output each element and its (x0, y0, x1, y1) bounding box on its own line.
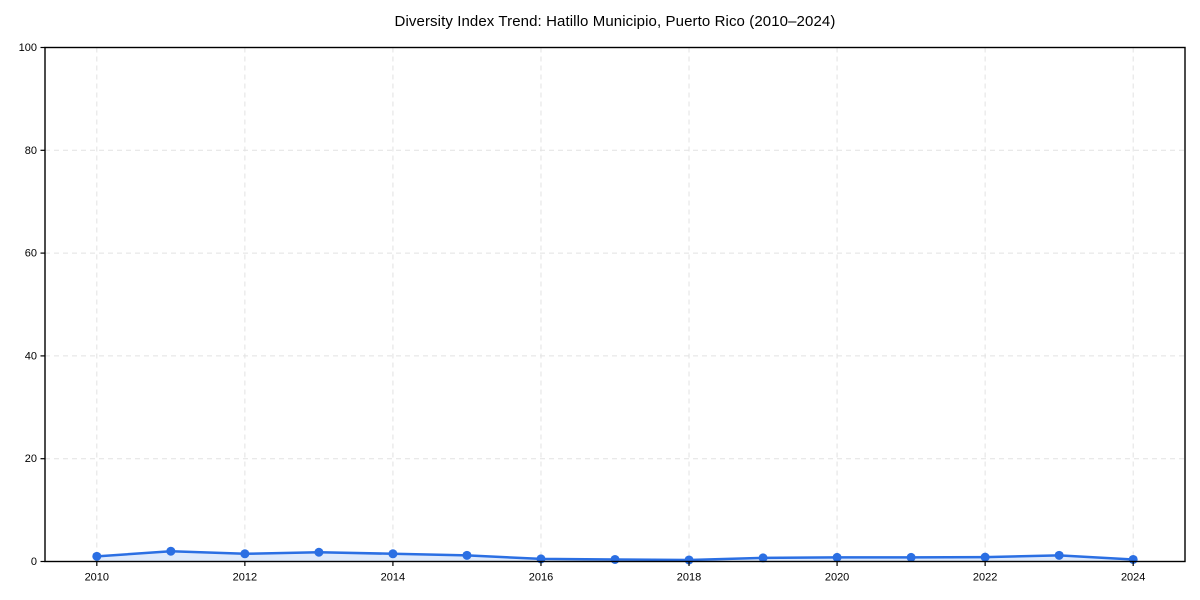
data-point (388, 549, 398, 559)
plot-border (44, 46, 1186, 563)
x-tick-label: 2022 (973, 572, 997, 584)
y-tick-label: 0 (31, 556, 37, 568)
data-point (166, 546, 176, 556)
x-tick-label: 2018 (677, 572, 701, 584)
chart-title: Diversity Index Trend: Hatillo Municipio… (394, 13, 836, 30)
data-point (610, 554, 620, 564)
gridlines (45, 47, 1185, 562)
x-tick-label: 2020 (825, 572, 849, 584)
y-tick-label: 40 (25, 350, 37, 362)
data-point (1054, 550, 1064, 560)
y-tick-label: 100 (19, 42, 37, 54)
data-point (92, 551, 102, 561)
y-tick-label: 80 (25, 145, 37, 157)
y-axis: 0 20 40 60 80 100 (19, 42, 45, 568)
x-tick-label: 2014 (381, 572, 405, 584)
data-point (684, 555, 694, 565)
x-tick-label: 2012 (233, 572, 257, 584)
x-tick-label: 2016 (529, 572, 553, 584)
data-point (832, 552, 842, 562)
x-tick-label: 2010 (85, 572, 109, 584)
y-tick-label: 60 (25, 248, 37, 260)
data-point (240, 549, 250, 559)
data-point (462, 550, 472, 560)
data-point (314, 547, 324, 557)
data-point (980, 552, 990, 562)
data-point (758, 553, 768, 563)
y-tick-label: 20 (25, 453, 37, 465)
x-axis: 2010 2012 2014 2016 2018 2020 2022 2024 (85, 561, 1145, 584)
data-point (906, 552, 916, 562)
x-tick-label: 2024 (1121, 572, 1145, 584)
